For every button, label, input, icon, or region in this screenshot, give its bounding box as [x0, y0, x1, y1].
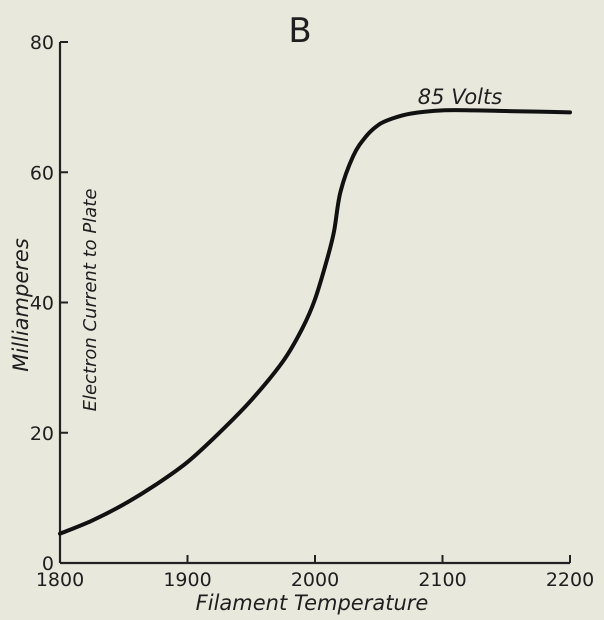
- x-tick-label-2000: 2000: [291, 569, 339, 591]
- y-axis-label: Milliamperes: [9, 238, 33, 372]
- y-tick-label-40: 40: [30, 293, 54, 315]
- x-tick-label-1800: 1800: [36, 569, 84, 591]
- x-axis-ticks: 1800 1900 2000 2100 2200: [36, 555, 594, 591]
- y-axis-secondary-label: Electron Current to Plate: [80, 189, 101, 412]
- y-tick-label-0: 0: [42, 553, 54, 575]
- chart-title: B: [288, 11, 311, 51]
- series-annotation: 85 Volts: [418, 85, 502, 109]
- y-tick-label-80: 80: [30, 32, 54, 54]
- x-tick-label-1900: 1900: [163, 569, 211, 591]
- series-line: [58, 108, 572, 536]
- y-tick-label-60: 60: [30, 162, 54, 184]
- x-axis-label: Filament Temperature: [196, 591, 429, 615]
- y-axis-ticks: 0 20 40 60 80: [30, 32, 68, 575]
- x-tick-label-2200: 2200: [546, 569, 594, 591]
- y-tick-label-20: 20: [30, 423, 54, 445]
- x-tick-label-2100: 2100: [418, 569, 466, 591]
